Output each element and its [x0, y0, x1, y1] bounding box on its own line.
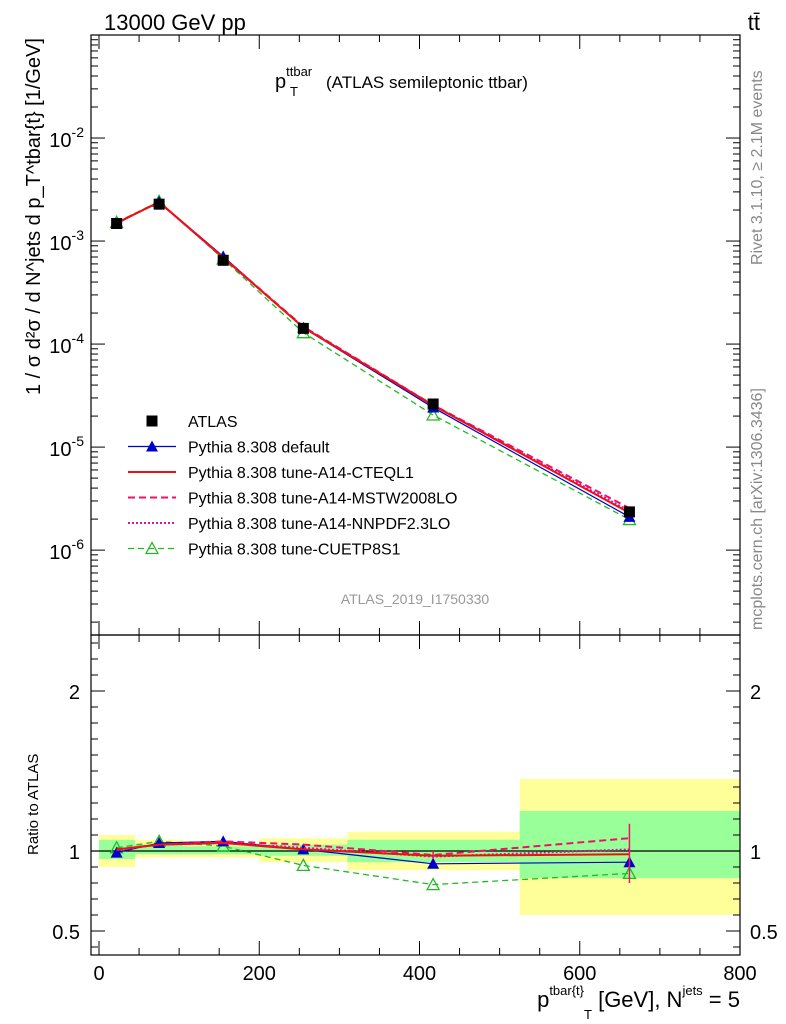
ratio-y-tick-label: 1 [69, 842, 80, 864]
ratio-y-tick-label: 0.5 [52, 922, 80, 944]
ratio-frame [90, 634, 741, 956]
band-green [135, 844, 184, 855]
x-axis-label: ptbar{t}T [GeV], Njets = 5 [537, 983, 740, 1022]
analysis-id: ATLAS_2019_I1750330 [341, 591, 490, 607]
ratio-y-tick-label-right: 0.5 [750, 922, 778, 944]
ratio-point-default [427, 857, 440, 869]
point-data [427, 398, 439, 410]
rivet-label: Rivet 3.1.10, ≥ 2.1M events [749, 70, 766, 265]
legend-label-default: Pythia 8.308 default [188, 440, 330, 457]
point-data [153, 198, 165, 210]
y-tick-label: 10-5 [49, 433, 84, 461]
ratio-y-tick-label: 2 [69, 682, 80, 704]
point-data [623, 506, 635, 518]
ratio-y-tick-label-right: 2 [750, 682, 761, 704]
point-data [217, 254, 229, 266]
legend-marker-default [146, 440, 158, 452]
main-title: pttbar T (ATLAS semileptonic ttbar) [275, 64, 528, 99]
x-tick-label: 800 [723, 963, 756, 985]
ratio-ylabel: Ratio to ATLAS [25, 754, 42, 855]
legend: ATLAS Pythia 8.308 default Pythia 8.308 tu… [128, 414, 457, 559]
y-tick-label: 10-2 [49, 124, 84, 152]
ratio-y-tick-label-right: 1 [750, 842, 761, 864]
point-data [297, 322, 309, 334]
legend-label-data: ATLAS [188, 414, 238, 431]
ratio-point-default [110, 846, 123, 858]
legend-label-cuetp8s1: Pythia 8.308 tune-CUETP8S1 [188, 542, 401, 559]
ratio-line-cuetp8s1 [116, 840, 630, 886]
ratio-point-cuetp8s1 [296, 858, 311, 872]
band-green [183, 846, 260, 855]
process-label: tt̄ [748, 10, 760, 35]
mcplots-label: mcplots.cern.ch [arXiv:1306.3436] [749, 388, 766, 630]
legend-label-mstw: Pythia 8.308 tune-A14-MSTW2008LO [188, 491, 457, 508]
y-tick-label: 10-6 [49, 536, 84, 564]
point-cuetp8s1 [426, 407, 441, 421]
y-tick-label: 10-4 [49, 330, 84, 358]
legend-marker-cuetp8s1 [144, 541, 160, 555]
energy-label: 13000 GeV pp [104, 10, 246, 35]
series-line-cuetp8s1 [116, 200, 630, 521]
legend-label-nnpdf: Pythia 8.308 tune-A14-NNPDF2.3LO [188, 516, 450, 533]
ratio-panel: 0.5 0.5 1 1 2 2 0 200 400 600 800 [52, 634, 778, 985]
x-tick-label: 400 [403, 963, 436, 985]
series-line-mstw [116, 201, 630, 510]
x-tick-label: 600 [563, 963, 596, 985]
legend-marker-data [146, 415, 158, 427]
ratio-point-cuetp8s1 [426, 877, 441, 891]
ratio-line-cteql1 [116, 841, 630, 857]
y-tick-label: 10-3 [49, 227, 84, 255]
x-tick-label: 0 [93, 963, 104, 985]
main-panel: 10-2 10-3 10-4 10-5 10-6 [49, 34, 741, 636]
legend-label-cteql1: Pythia 8.308 tune-A14-CTEQL1 [188, 465, 414, 482]
main-ylabel: 1 / σ d²σ / d N^jets d p_T^tbar{t} [1/Ge… [23, 38, 45, 395]
x-tick-label: 200 [243, 963, 276, 985]
point-data [111, 218, 123, 230]
series-line-cteql1 [116, 200, 630, 514]
